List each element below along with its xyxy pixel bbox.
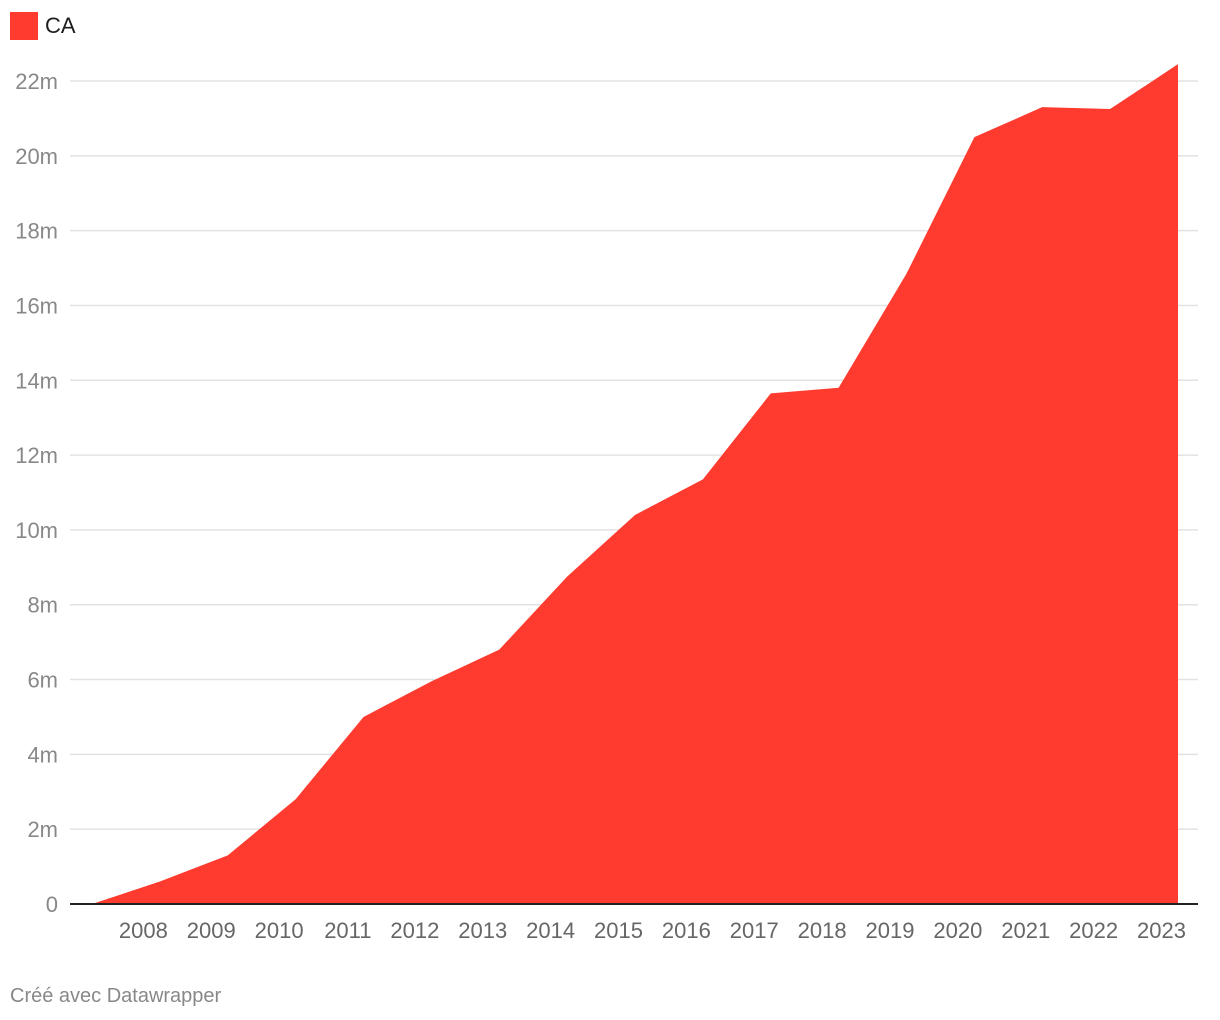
x-tick-label: 2020 [933, 918, 982, 943]
credit-footer: Créé avec Datawrapper [10, 985, 222, 1007]
y-tick-label: 20m [15, 144, 58, 169]
x-tick-label: 2011 [324, 918, 371, 943]
x-tick-label: 2015 [594, 918, 643, 943]
x-tick-label: 2012 [390, 918, 439, 943]
area-series-ca [92, 64, 1178, 905]
x-tick-label: 2017 [730, 918, 779, 943]
x-tick-label: 2014 [526, 918, 575, 943]
y-tick-label: 4m [27, 742, 58, 767]
x-tick-label: 2009 [187, 918, 236, 943]
x-tick-label: 2023 [1137, 918, 1186, 943]
y-tick-label: 16m [15, 293, 58, 318]
x-tick-label: 2018 [798, 918, 847, 943]
y-tick-label: 12m [15, 443, 58, 468]
y-tick-label: 14m [15, 368, 58, 393]
x-tick-label: 2013 [458, 918, 507, 943]
x-tick-label: 2008 [119, 918, 168, 943]
x-tick-label: 2019 [866, 918, 915, 943]
y-axis-labels: 0 2m 4m 6m 8m 10m 12m 14m 16m 18m 20m 22m [15, 69, 58, 917]
x-tick-label: 2022 [1069, 918, 1118, 943]
legend-swatch [10, 12, 38, 40]
y-tick-label: 0 [46, 892, 58, 917]
x-axis-labels: 2008 2009 2010 2011 2012 2013 2014 2015 2016 2017… [119, 918, 1186, 943]
y-tick-label: 22m [15, 69, 58, 94]
legend: CA [10, 12, 76, 40]
y-tick-label: 6m [27, 668, 58, 693]
x-tick-label: 2010 [255, 918, 304, 943]
area-series [92, 64, 1178, 905]
y-tick-label: 8m [27, 593, 58, 618]
y-tick-label: 2m [27, 817, 58, 842]
x-tick-label: 2016 [662, 918, 711, 943]
x-tick-label: 2021 [1001, 918, 1050, 943]
y-tick-label: 18m [15, 219, 58, 244]
y-tick-label: 10m [15, 518, 58, 543]
legend-label: CA [45, 13, 76, 38]
